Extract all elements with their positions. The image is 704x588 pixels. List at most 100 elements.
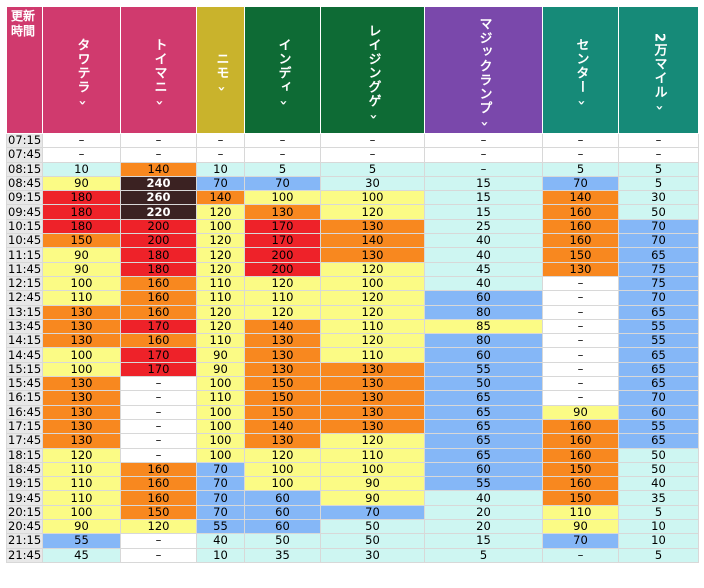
wait-time-cell: 180 — [42, 204, 121, 220]
column-header-6[interactable]: マジックランプ › — [424, 6, 543, 134]
wait-time-cell: 65 — [424, 404, 543, 420]
table-body: 07:15– – – – – – – –07:45– – – – – – – –08:15 10 140 10 5 5… — [6, 132, 699, 563]
wait-time-cell: – — [244, 147, 321, 163]
time-cell: 11:15 — [6, 247, 43, 263]
wait-time-cell: 100 — [196, 447, 245, 463]
time-cell: 14:45 — [6, 347, 43, 363]
wait-time-cell: 90 — [42, 247, 121, 263]
wait-time-cell: 40 — [424, 233, 543, 249]
wait-time-cell: 5 — [320, 161, 425, 177]
wait-time-cell: 120 — [196, 304, 245, 320]
table-row: 13:15 130 160 120 120 120 80–65 — [6, 304, 699, 320]
time-cell: 09:45 — [6, 204, 43, 220]
column-name: ニモ — [213, 52, 229, 81]
wait-time-cell: 65 — [618, 347, 699, 363]
wait-time-cell: – — [542, 547, 619, 563]
wait-time-cell: 65 — [618, 433, 699, 449]
wait-time-cell: 110 — [244, 290, 321, 306]
wait-time-cell: 130 — [42, 304, 121, 320]
wait-time-cell: 100 — [196, 418, 245, 435]
wait-time-cell: 130 — [320, 390, 425, 406]
wait-time-cell: 160 — [542, 418, 619, 435]
column-name: 2万マイル — [651, 33, 667, 100]
wait-time-cell: 130 — [42, 333, 121, 349]
wait-time-cell: – — [424, 147, 543, 163]
wait-time-cell: 50 — [424, 376, 543, 392]
table-row: 08:15 10 140 10 5 5–5 5 — [6, 161, 699, 177]
wait-time-cell: 40 — [196, 533, 245, 549]
column-header-label: ニモ › — [213, 12, 229, 133]
column-name: レイジングゲ — [365, 24, 381, 109]
wait-time-cell: 45 — [42, 547, 121, 563]
time-cell: 12:15 — [6, 275, 43, 292]
wait-time-cell: – — [542, 290, 619, 306]
wait-time-cell: 110 — [196, 333, 245, 349]
wait-time-cell: 65 — [618, 376, 699, 392]
wait-time-cell: 120 — [196, 261, 245, 277]
wait-time-cell: 120 — [320, 204, 425, 220]
wait-time-cell: 130 — [42, 404, 121, 420]
column-header-wrap: レイジングゲ › — [321, 12, 424, 133]
wait-time-cell: 130 — [320, 404, 425, 420]
wait-time-cell: 60 — [424, 347, 543, 363]
column-header-8[interactable]: 2万マイル › — [618, 6, 699, 134]
wait-time-cell: 160 — [542, 447, 619, 463]
wait-time-cell: – — [542, 132, 619, 149]
wait-time-cell: 30 — [320, 547, 425, 563]
table-row: 15:15 100 170 90 130 130 55–65 — [6, 361, 699, 378]
column-header-7[interactable]: センター › — [542, 6, 619, 134]
wait-time-cell: – — [542, 390, 619, 406]
wait-time-cell: 90 — [196, 361, 245, 378]
wait-time-cell: 40 — [424, 247, 543, 263]
column-name: インディ — [275, 38, 291, 95]
wait-time-cell: – — [424, 161, 543, 177]
wait-time-cell: 50 — [618, 447, 699, 463]
wait-time-cell: 120 — [320, 261, 425, 277]
wait-time-cell: 180 — [120, 261, 197, 277]
column-header-3[interactable]: ニモ › — [196, 6, 245, 134]
chevron-right-icon: › — [151, 100, 167, 107]
wait-time-cell: 120 — [42, 447, 121, 463]
wait-time-cell: 260 — [120, 190, 197, 206]
column-header-4[interactable]: インディ › — [244, 6, 321, 134]
wait-time-cell: 180 — [42, 218, 121, 235]
wait-time-cell: 120 — [320, 290, 425, 306]
wait-time-cell: – — [424, 132, 543, 149]
wait-time-cell: 200 — [120, 233, 197, 249]
column-header-1[interactable]: タワテラ › — [42, 6, 121, 134]
wait-time-table-container: 更新時間 タワテラ› トイマニ› ニモ› インディ› レイジングゲ› マジックランプ› セン… — [6, 6, 699, 563]
chevron-right-icon: › — [213, 86, 229, 93]
table-row: 14:45 100 170 90 130 110 60–65 — [6, 347, 699, 363]
wait-time-cell: 55 — [424, 476, 543, 492]
wait-time-cell: 90 — [320, 476, 425, 492]
wait-time-cell: 50 — [320, 533, 425, 549]
wait-time-cell: 130 — [542, 261, 619, 277]
wait-time-cell: 35 — [618, 490, 699, 506]
wait-time-cell: 110 — [42, 290, 121, 306]
column-header-5[interactable]: レイジングゲ › — [320, 6, 425, 134]
chevron-right-icon: › — [275, 100, 291, 107]
wait-time-cell: 70 — [320, 504, 425, 521]
wait-time-cell: 100 — [320, 275, 425, 292]
wait-time-cell: 130 — [244, 433, 321, 449]
wait-time-cell: – — [542, 376, 619, 392]
wait-time-cell: – — [120, 418, 197, 435]
wait-time-cell: 100 — [196, 404, 245, 420]
column-header-label: マジックランプ › — [476, 12, 492, 133]
wait-time-cell: 100 — [196, 218, 245, 235]
wait-time-cell: 60 — [244, 490, 321, 506]
time-cell: 13:15 — [6, 304, 43, 320]
wait-time-cell: 70 — [618, 390, 699, 406]
wait-time-cell: – — [120, 132, 197, 149]
wait-time-cell: – — [244, 132, 321, 149]
wait-time-cell: 70 — [618, 290, 699, 306]
wait-time-cell: 180 — [42, 190, 121, 206]
table-row: 10:45 150 200 120 170 140 40 160 70 — [6, 233, 699, 249]
wait-time-cell: 150 — [542, 461, 619, 478]
table-row: 12:15 100 160 110 120 100 40–75 — [6, 275, 699, 292]
wait-time-cell: 220 — [120, 204, 197, 220]
wait-time-cell: 60 — [244, 519, 321, 535]
time-cell: 14:15 — [6, 333, 43, 349]
column-header-2[interactable]: トイマニ › — [120, 6, 197, 134]
wait-time-cell: 110 — [542, 504, 619, 521]
